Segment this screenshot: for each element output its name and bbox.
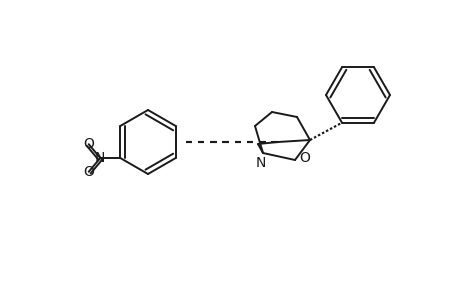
Text: O: O bbox=[299, 151, 310, 165]
Text: O: O bbox=[83, 137, 94, 151]
Text: O: O bbox=[83, 165, 94, 179]
Text: N: N bbox=[95, 151, 105, 165]
Text: N: N bbox=[255, 156, 266, 170]
